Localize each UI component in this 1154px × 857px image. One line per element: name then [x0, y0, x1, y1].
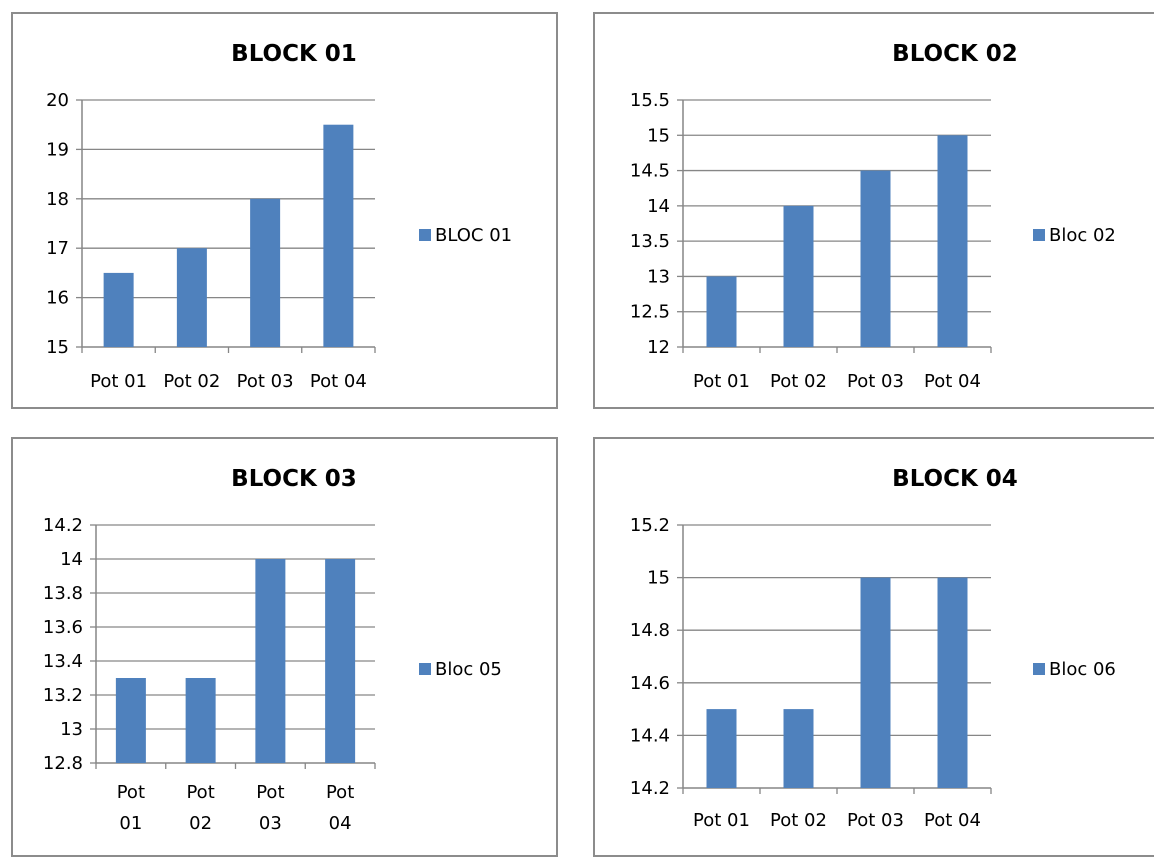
bar-pot-02 — [783, 709, 814, 788]
bar-pot-04 — [325, 559, 356, 763]
x-tick-label: Pot 01 — [117, 782, 145, 834]
chart-svg: BLOCK 03 12.8 13 13.2 13.4 13.6 13.8 14 14.2 Pot 0… — [43, 466, 502, 834]
y-tick-label: 13.8 — [43, 583, 83, 604]
x-tick-label: Pot 02 — [163, 371, 220, 392]
x-tick-label: Pot 03 — [237, 371, 294, 392]
bar-pot-01 — [103, 272, 134, 347]
y-tick-label: 13.4 — [43, 651, 83, 672]
chart-title: BLOCK 02 — [892, 41, 1018, 67]
bar-pot-03 — [255, 559, 286, 763]
legend-label: Bloc 06 — [1049, 659, 1116, 680]
x-tick-label: Pot 03 — [847, 810, 904, 831]
y-tick-label: 17 — [46, 238, 69, 259]
x-tick-label: Pot 03 — [256, 782, 284, 834]
y-tick-label: 14.2 — [43, 515, 83, 536]
legend-swatch — [1033, 663, 1045, 675]
chart-panel-block-02: BLOCK 02 12 12.5 13 13.5 14 14.5 15 15.5 Pot 01 Po… — [593, 12, 1154, 409]
bar-pot-03 — [250, 198, 281, 347]
legend-swatch — [419, 229, 431, 241]
y-tick-label: 14.5 — [630, 161, 670, 182]
bar-pot-02 — [176, 248, 207, 347]
bar-pot-04 — [937, 577, 968, 788]
chart-title: BLOCK 03 — [231, 466, 357, 492]
legend-swatch — [419, 663, 431, 675]
y-tick-label: 12 — [647, 337, 670, 358]
x-tick-label: Pot 04 — [924, 810, 981, 831]
y-tick-label: 18 — [46, 189, 69, 210]
legend-label: Bloc 02 — [1049, 225, 1116, 246]
y-tick-label: 15.5 — [630, 90, 670, 111]
chart-svg: BLOCK 01 15 16 17 18 19 20 Pot 01 Pot 02 Pot 03 Po… — [46, 41, 512, 392]
y-tick-label: 14.8 — [630, 620, 670, 641]
bar-pot-02 — [783, 205, 814, 347]
y-tick-label: 12.8 — [43, 753, 83, 774]
y-tick-label: 14.6 — [630, 673, 670, 694]
y-tick-label: 13 — [647, 266, 670, 287]
y-tick-label: 19 — [46, 139, 69, 160]
y-tick-label: 14.4 — [630, 725, 670, 746]
chart-svg: BLOCK 02 12 12.5 13 13.5 14 14.5 15 15.5 Pot 01 Po… — [630, 41, 1116, 392]
y-tick-label: 14.2 — [630, 778, 670, 799]
bar-pot-01 — [706, 276, 737, 347]
legend-label: BLOC 01 — [435, 225, 512, 246]
chart-panel-block-01: BLOCK 01 15 16 17 18 19 20 Pot 01 Pot 02 Pot 03 Po… — [11, 12, 558, 409]
x-tick-label: Pot 04 — [310, 371, 367, 392]
y-tick-label: 13.6 — [43, 617, 83, 638]
bar-pot-03 — [860, 170, 891, 347]
chart-svg: BLOCK 04 14.2 14.4 14.6 14.8 15 15.2 Pot 01 Pot … — [630, 466, 1116, 831]
x-tick-label: Pot 01 — [90, 371, 147, 392]
x-tick-label: Pot 02 — [186, 782, 214, 834]
y-tick-label: 16 — [46, 288, 69, 309]
y-tick-label: 15 — [647, 125, 670, 146]
y-tick-label: 14 — [60, 549, 83, 570]
bar-pot-04 — [937, 135, 968, 347]
chart-title: BLOCK 04 — [892, 466, 1018, 492]
y-tick-label: 15 — [647, 568, 670, 589]
legend-swatch — [1033, 229, 1045, 241]
chart-panel-block-04: BLOCK 04 14.2 14.4 14.6 14.8 15 15.2 Pot 01 Pot … — [593, 437, 1154, 857]
y-tick-label: 15 — [46, 337, 69, 358]
chart-title: BLOCK 01 — [231, 41, 357, 67]
y-tick-label: 13.2 — [43, 685, 83, 706]
x-tick-label: Pot 01 — [693, 371, 750, 392]
x-tick-label: Pot 03 — [847, 371, 904, 392]
y-tick-label: 15.2 — [630, 515, 670, 536]
bar-pot-01 — [115, 678, 146, 763]
bar-pot-04 — [323, 124, 354, 347]
chart-panel-block-03: BLOCK 03 12.8 13 13.2 13.4 13.6 13.8 14 14.2 Pot 0… — [11, 437, 558, 857]
bar-pot-02 — [185, 678, 216, 763]
bar-pot-03 — [860, 577, 891, 788]
x-tick-label: Pot 04 — [326, 782, 354, 834]
y-tick-label: 20 — [46, 90, 69, 111]
x-tick-label: Pot 02 — [770, 371, 827, 392]
bar-pot-01 — [706, 709, 737, 788]
x-tick-label: Pot 04 — [924, 371, 981, 392]
legend-label: Bloc 05 — [435, 659, 502, 680]
y-tick-label: 14 — [647, 196, 670, 217]
x-tick-label: Pot 01 — [693, 810, 750, 831]
y-tick-label: 13 — [60, 719, 83, 740]
x-tick-label: Pot 02 — [770, 810, 827, 831]
y-tick-label: 12.5 — [630, 302, 670, 323]
y-tick-label: 13.5 — [630, 231, 670, 252]
